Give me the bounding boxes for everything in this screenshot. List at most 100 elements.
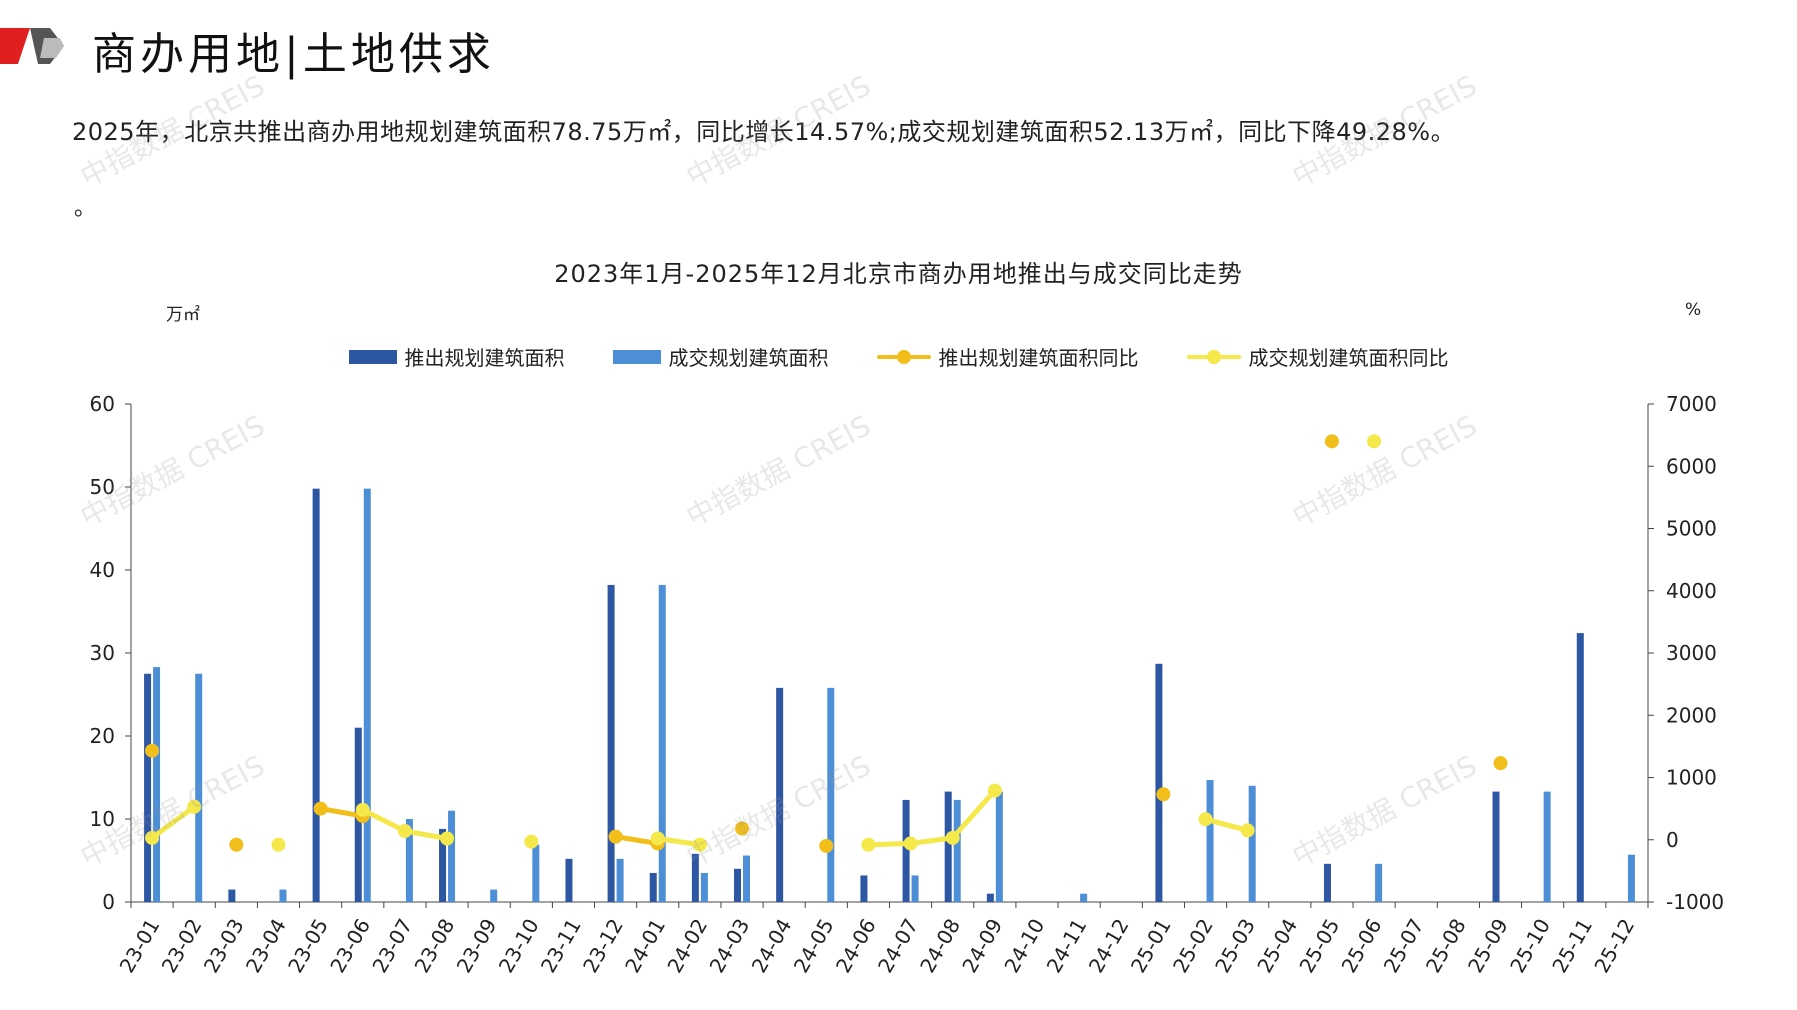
bar-supply-area (860, 875, 868, 902)
bar-deal-area (911, 875, 919, 902)
point-deal-yoy (397, 824, 412, 839)
bar-deal-area (1543, 791, 1551, 902)
bar-supply-area (228, 889, 236, 902)
point-deal-yoy (987, 783, 1002, 798)
bar-supply-area (1576, 633, 1584, 902)
x-tick-label: 25-04 (1252, 915, 1302, 977)
legend-item-deal-yoy: 成交规划建筑面积同比 (1186, 342, 1449, 371)
x-tick-label: 24-06 (831, 915, 881, 977)
point-deal-yoy (692, 837, 707, 852)
bar-supply-area (734, 868, 742, 902)
x-tick-label: 24-10 (999, 915, 1049, 977)
right-tick-label: 1000 (1666, 766, 1717, 790)
line-supply-yoy (318, 806, 366, 819)
line-deal-yoy (655, 836, 703, 848)
bar-deal-area (405, 819, 413, 902)
point-deal-yoy (145, 830, 160, 845)
bar-deal-area (827, 687, 835, 902)
left-tick-label: 50 (90, 475, 115, 499)
x-tick-label: 24-04 (747, 915, 797, 977)
right-tick-label: 5000 (1666, 517, 1717, 541)
brand-logo (0, 28, 64, 64)
bar-supply-area (1155, 663, 1163, 902)
point-supply-yoy (313, 801, 328, 816)
x-tick-label: 24-03 (704, 915, 754, 977)
x-tick-label: 23-07 (367, 915, 417, 977)
bar-deal-area (743, 855, 751, 902)
x-tick-label: 23-10 (494, 915, 544, 977)
point-deal-yoy (355, 802, 370, 817)
page-title: 商办用地|土地供求 (92, 29, 495, 80)
x-tick-label: 23-11 (536, 915, 586, 977)
left-tick-label: 20 (90, 724, 115, 748)
bar-deal-area (153, 667, 161, 902)
point-supply-yoy (819, 838, 834, 853)
bar-supply-area (144, 673, 152, 902)
bar-deal-area (195, 673, 203, 902)
legend-label-supply-yoy: 推出规划建筑面积同比 (938, 346, 1139, 370)
x-tick-label: 23-01 (115, 915, 165, 977)
bar-supply-area (691, 853, 699, 902)
bar-deal-area (532, 844, 540, 902)
point-supply-yoy (1493, 756, 1508, 771)
right-tick-label: 0 (1666, 828, 1679, 852)
point-supply-yoy (229, 837, 244, 852)
point-deal-yoy (945, 830, 960, 845)
bar-supply-area (902, 799, 910, 902)
x-tick-label: 24-01 (620, 915, 670, 977)
left-tick-label: 40 (90, 558, 115, 582)
bar-supply-area (607, 584, 615, 902)
bar-deal-area (448, 810, 456, 902)
left-tick-label: 0 (102, 890, 115, 914)
line-deal-yoy (1203, 816, 1251, 833)
x-tick-label: 23-12 (578, 915, 628, 977)
point-deal-yoy (650, 831, 665, 846)
x-tick-label: 23-06 (325, 915, 375, 977)
bar-deal-area (953, 799, 961, 902)
x-tick-label: 24-02 (662, 915, 712, 977)
legend-swatch-deal-area (612, 349, 661, 364)
bar-supply-area (312, 488, 320, 902)
x-tick-label: 25-01 (1126, 915, 1176, 977)
x-tick-label: 25-05 (1294, 915, 1344, 977)
x-tick-label: 25-12 (1589, 915, 1639, 977)
right-tick-label: 3000 (1666, 641, 1717, 665)
x-tick-label: 24-07 (873, 915, 923, 977)
point-deal-yoy (861, 837, 876, 852)
legend-swatch-supply-yoy (876, 349, 931, 365)
bar-deal-area (700, 872, 708, 902)
point-supply-yoy (145, 743, 160, 758)
point-deal-yoy (524, 834, 539, 849)
legend-item-supply-yoy: 推出规划建筑面积同比 (876, 342, 1139, 371)
x-tick-label: 25-02 (1168, 915, 1218, 977)
x-tick-label: 25-06 (1337, 915, 1387, 977)
left-tick-label: 10 (90, 807, 115, 831)
bar-deal-area (1375, 863, 1383, 902)
x-tick-label: 24-05 (789, 915, 839, 977)
bar-deal-area (658, 584, 666, 902)
point-deal-yoy (187, 799, 202, 814)
summary-text: 2025年，北京共推出商办用地规划建筑面积78.75万㎡，同比增长14.57%;… (72, 118, 1456, 146)
x-tick-label: 25-07 (1379, 915, 1429, 977)
x-tick-label: 23-03 (199, 915, 249, 977)
bar-supply-area (565, 858, 573, 902)
line-deal-yoy (149, 804, 197, 841)
x-tick-label: 24-12 (1084, 915, 1134, 977)
point-deal-yoy (1240, 823, 1255, 838)
x-tick-label: 25-11 (1547, 915, 1597, 977)
bar-deal-area (363, 488, 371, 902)
point-deal-yoy (440, 831, 455, 846)
point-supply-yoy (608, 829, 623, 844)
chart-title: 2023年1月-2025年12月北京市商办用地推出与成交同比走势 (554, 260, 1243, 288)
left-tick-label: 30 (90, 641, 115, 665)
point-supply-yoy (1324, 434, 1339, 449)
x-tick-label: 23-09 (452, 915, 502, 977)
legend-swatch-supply-area (348, 349, 397, 364)
x-tick-label: 24-11 (1042, 915, 1092, 977)
x-tick-label: 23-05 (283, 915, 333, 977)
legend-item-deal-area: 成交规划建筑面积 (612, 342, 829, 371)
bar-deal-area (616, 858, 624, 902)
bar-deal-area (1080, 893, 1088, 902)
chart-legend: 推出规划建筑面积 成交规划建筑面积 推出规划建筑面积同比 成交规划建筑面积同比 (0, 342, 1797, 371)
